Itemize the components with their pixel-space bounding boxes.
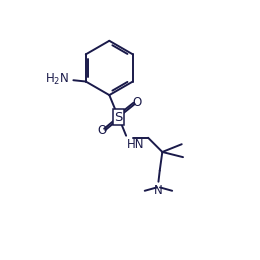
- Text: N: N: [154, 184, 163, 197]
- Text: O: O: [97, 124, 106, 137]
- Text: S: S: [114, 110, 122, 124]
- Text: HN: HN: [126, 138, 144, 151]
- Text: O: O: [133, 96, 142, 109]
- Text: H$_2$N: H$_2$N: [45, 72, 69, 87]
